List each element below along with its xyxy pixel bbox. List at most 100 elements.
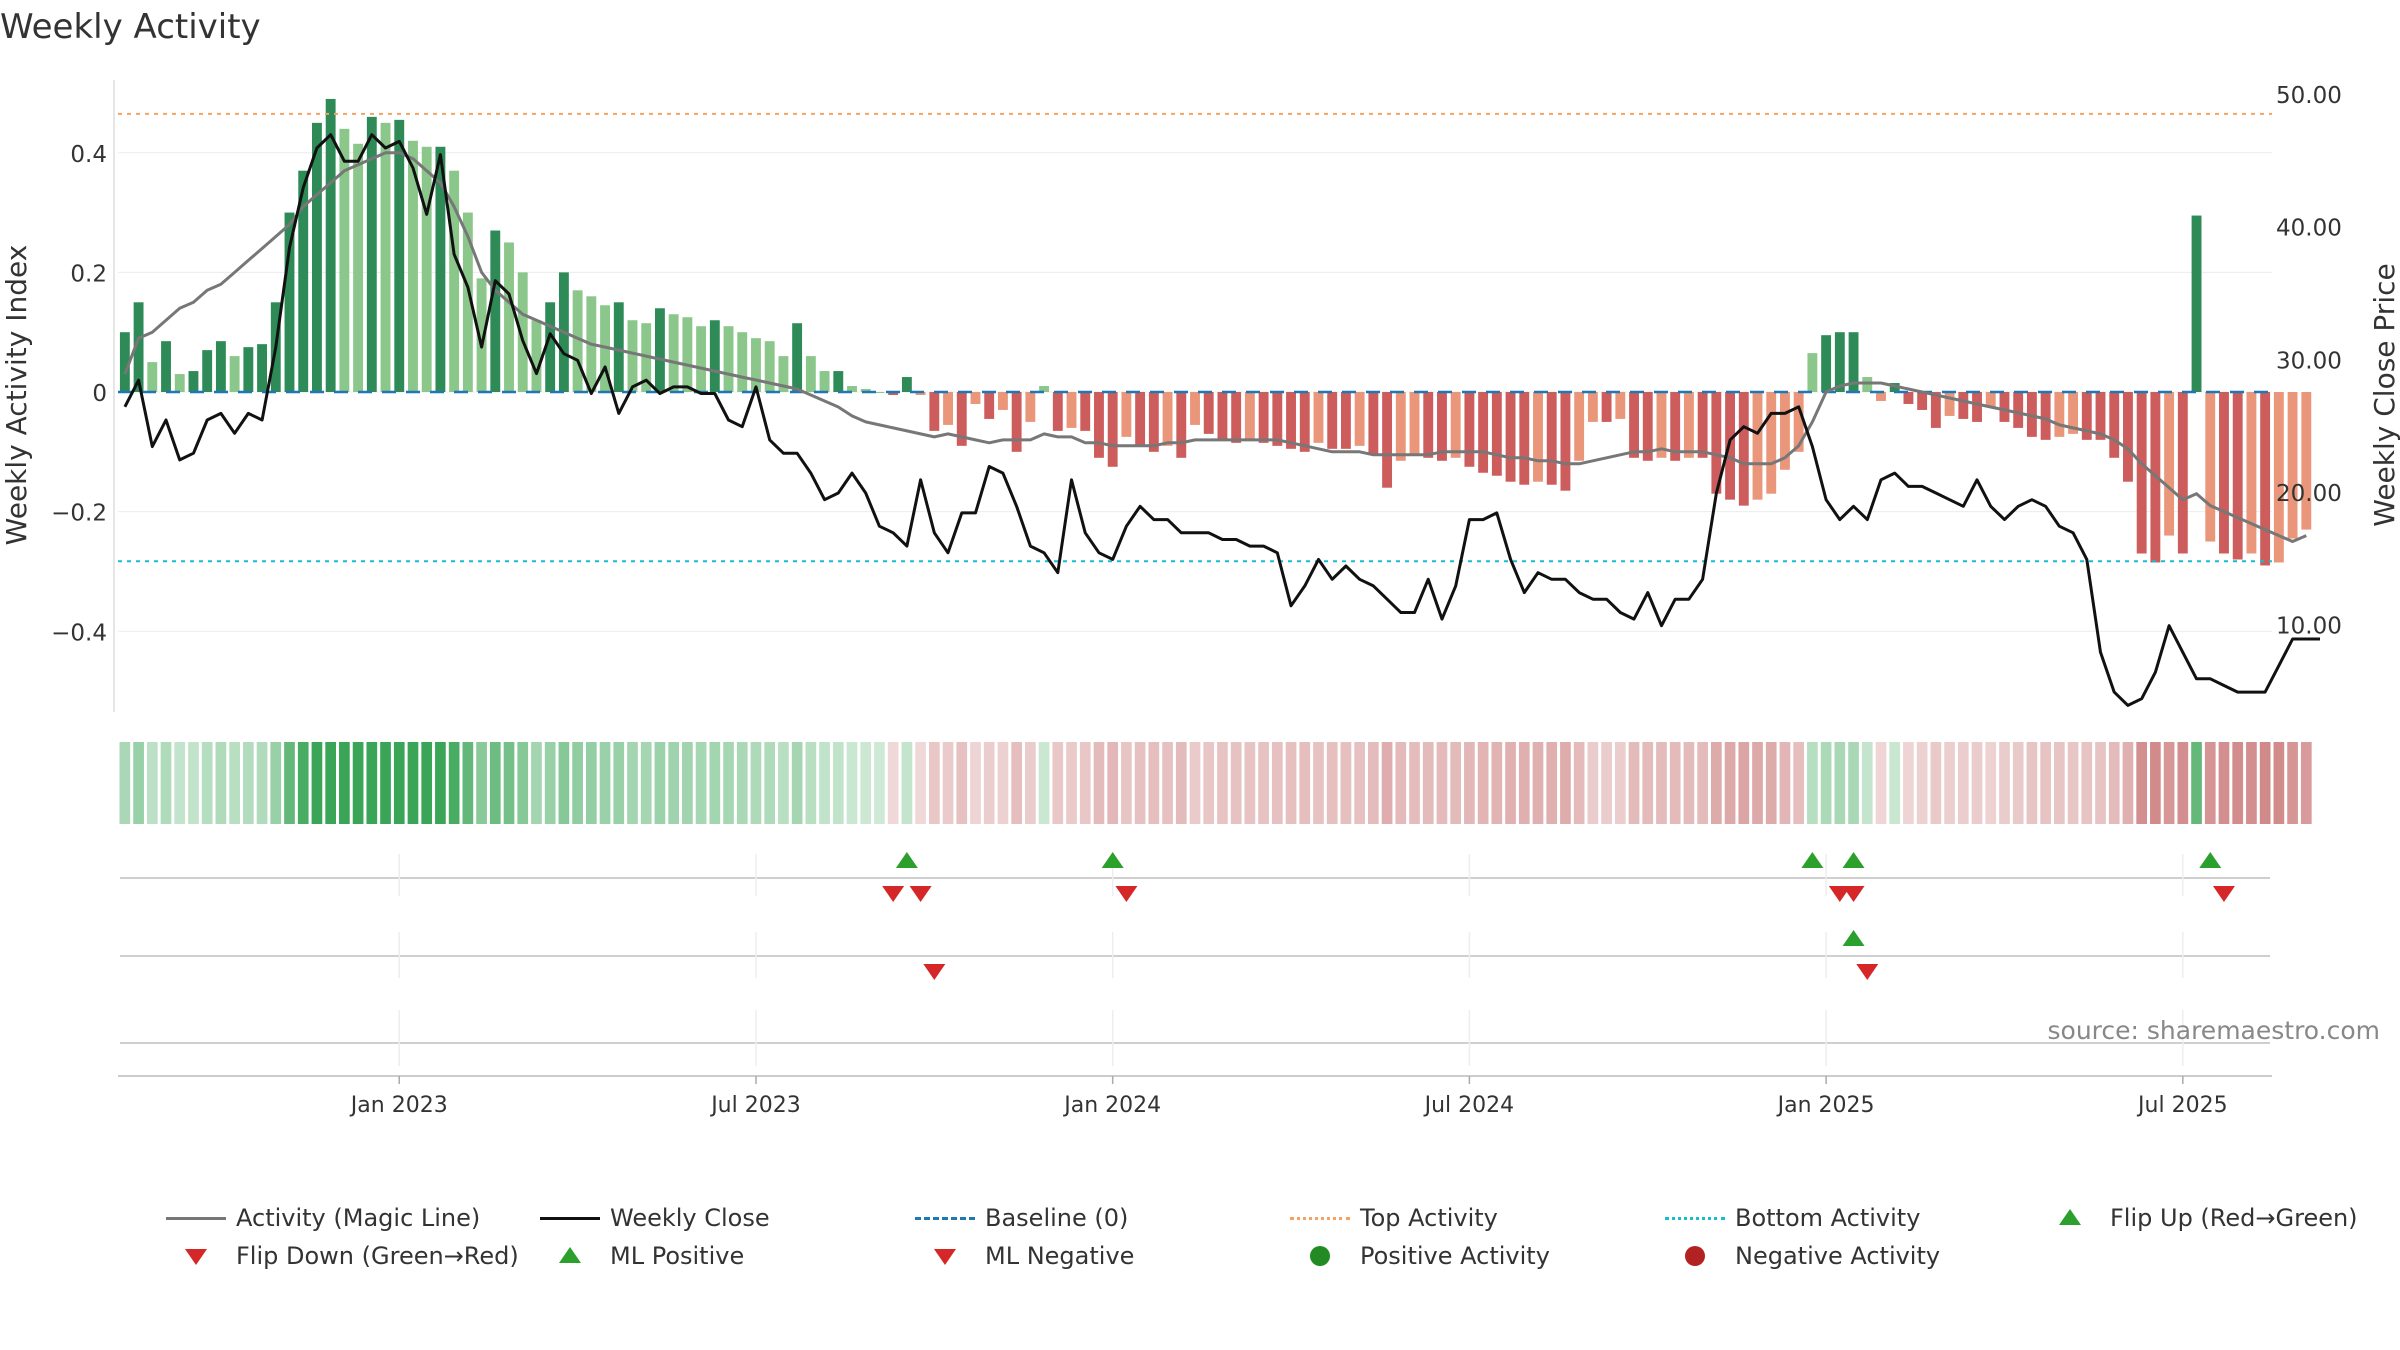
heat-strip-cell <box>448 742 460 824</box>
triangle-down-marker <box>1856 964 1879 980</box>
legend-top-activity: Top Activity <box>1290 1204 1498 1232</box>
x-tick-label: Jul 2024 <box>1423 1093 1515 1118</box>
heat-strip-cell <box>736 742 748 824</box>
activity-bar <box>1148 392 1159 452</box>
heat-strip-cell <box>1601 742 1612 824</box>
heat-strip-cell <box>1683 742 1695 824</box>
legend-baseline: Baseline (0) <box>915 1204 1128 1232</box>
activity-bar <box>284 212 295 393</box>
heat-strip-cell <box>1464 742 1475 824</box>
heat-strip-cell <box>846 742 858 824</box>
legend-flip-down-swatch <box>166 1243 226 1269</box>
legend-flip-up: Flip Up (Red→Green) <box>2040 1204 2358 1232</box>
activity-bar <box>1437 392 1447 461</box>
heat-strip-cell <box>2040 742 2051 824</box>
activity-bar <box>421 146 432 393</box>
activity-bar <box>243 347 254 393</box>
heat-strip-cell <box>1738 742 1750 824</box>
activity-bar <box>572 290 583 393</box>
heat-strip-cell <box>1313 742 1324 824</box>
activity-bar <box>119 332 130 393</box>
heat-strip-cell <box>544 742 556 824</box>
heat-strip-cell <box>723 742 734 824</box>
heat-strip-cell <box>572 742 583 824</box>
activity-bar <box>202 350 213 393</box>
triangle-up-marker <box>1101 852 1124 868</box>
heat-strip-cell <box>682 742 693 824</box>
heat-strip-cell <box>380 742 391 824</box>
heat-strip-cell <box>2122 742 2134 824</box>
triangle-up-marker <box>1801 852 1824 868</box>
legend-top-activity-label: Top Activity <box>1360 1204 1498 1232</box>
activity-bar <box>1340 392 1351 449</box>
legend-weekly-close-swatch <box>540 1205 600 1231</box>
heat-strip-cell <box>1175 742 1187 824</box>
heat-strip-cell <box>215 742 227 824</box>
heat-strip-cell <box>2067 742 2079 824</box>
activity-bar <box>627 320 638 393</box>
activity-bar <box>147 362 158 393</box>
activity-bar <box>1162 392 1173 446</box>
heat-strip-cell <box>1107 742 1119 824</box>
heat-strip-cell <box>983 742 995 824</box>
heat-strip-cell <box>1395 742 1407 824</box>
heat-strip-cell <box>1875 742 1887 824</box>
activity-bar <box>1752 392 1763 500</box>
heat-strip-cell <box>339 742 350 824</box>
activity-bar <box>462 212 473 393</box>
legend-ml-positive-label: ML Positive <box>610 1242 745 1270</box>
heat-strip-cell <box>1038 742 1050 824</box>
activity-bar <box>408 140 418 393</box>
activity-bar <box>751 338 761 393</box>
signal-marker-rows <box>120 852 2270 1066</box>
legend-magic-line-label: Activity (Magic Line) <box>236 1204 481 1232</box>
activity-bar <box>805 356 816 393</box>
heat-strip-cell <box>1079 742 1091 824</box>
heat-strip-cell <box>764 742 776 824</box>
heat-strip-cell <box>2232 742 2244 824</box>
heat-strip-cell <box>2259 742 2271 824</box>
magic-line-series <box>123 151 2307 543</box>
legend-ml-negative-swatch <box>915 1243 975 1269</box>
heat-strip-cell <box>1628 742 1640 824</box>
y-tick-right-label: 10.00 <box>2276 614 2342 640</box>
activity-bar <box>1190 392 1200 425</box>
source-label: source: sharemaestro.com <box>2048 1016 2381 1045</box>
heat-strip-cell <box>188 742 199 824</box>
heat-strip-cell <box>1258 742 1269 824</box>
activity-bar <box>1780 392 1790 470</box>
activity-bar <box>723 326 734 393</box>
activity-bar <box>1793 392 1804 452</box>
heat-strip-cell <box>2026 742 2038 824</box>
activity-bar <box>2040 392 2051 440</box>
heat-strip-cell <box>1052 742 1064 824</box>
heat-strip-cell <box>887 742 899 824</box>
heat-strip-cell <box>942 742 954 824</box>
activity-bar <box>1972 392 1982 422</box>
heat-strip-cell <box>2177 742 2189 824</box>
activity-bar <box>1025 392 1036 422</box>
activity-bar <box>1670 392 1681 461</box>
heat-strip-cell <box>1971 742 1983 824</box>
activity-bar <box>2136 392 2147 554</box>
x-tick-label: Jan 2023 <box>349 1093 448 1118</box>
activity-bar <box>1821 335 1832 393</box>
heat-strip-cell <box>1889 742 1901 824</box>
heat-strip-cell <box>1505 742 1516 824</box>
heat-strip-cell <box>2246 742 2257 824</box>
legend-ml-negative-label: ML Negative <box>985 1242 1135 1270</box>
activity-bar <box>1450 392 1461 458</box>
heat-strip-cell <box>1422 742 1434 824</box>
legend-magic-line-swatch <box>166 1205 226 1231</box>
triangle-down-marker <box>882 886 905 902</box>
heat-strip-cell <box>133 742 144 824</box>
heat-strip-cell <box>1299 742 1311 824</box>
heat-strip-cell <box>1848 742 1859 824</box>
activity-bar <box>2013 392 2024 428</box>
y-axis-left-label: Weekly Activity Index <box>0 245 33 546</box>
legend-ml-positive: ML Positive <box>540 1242 744 1270</box>
heat-strip-cell <box>284 742 295 824</box>
heat-strip-cell <box>1834 742 1846 824</box>
heat-strip-cell <box>1752 742 1763 824</box>
heat-strip-cell <box>1450 742 1462 824</box>
